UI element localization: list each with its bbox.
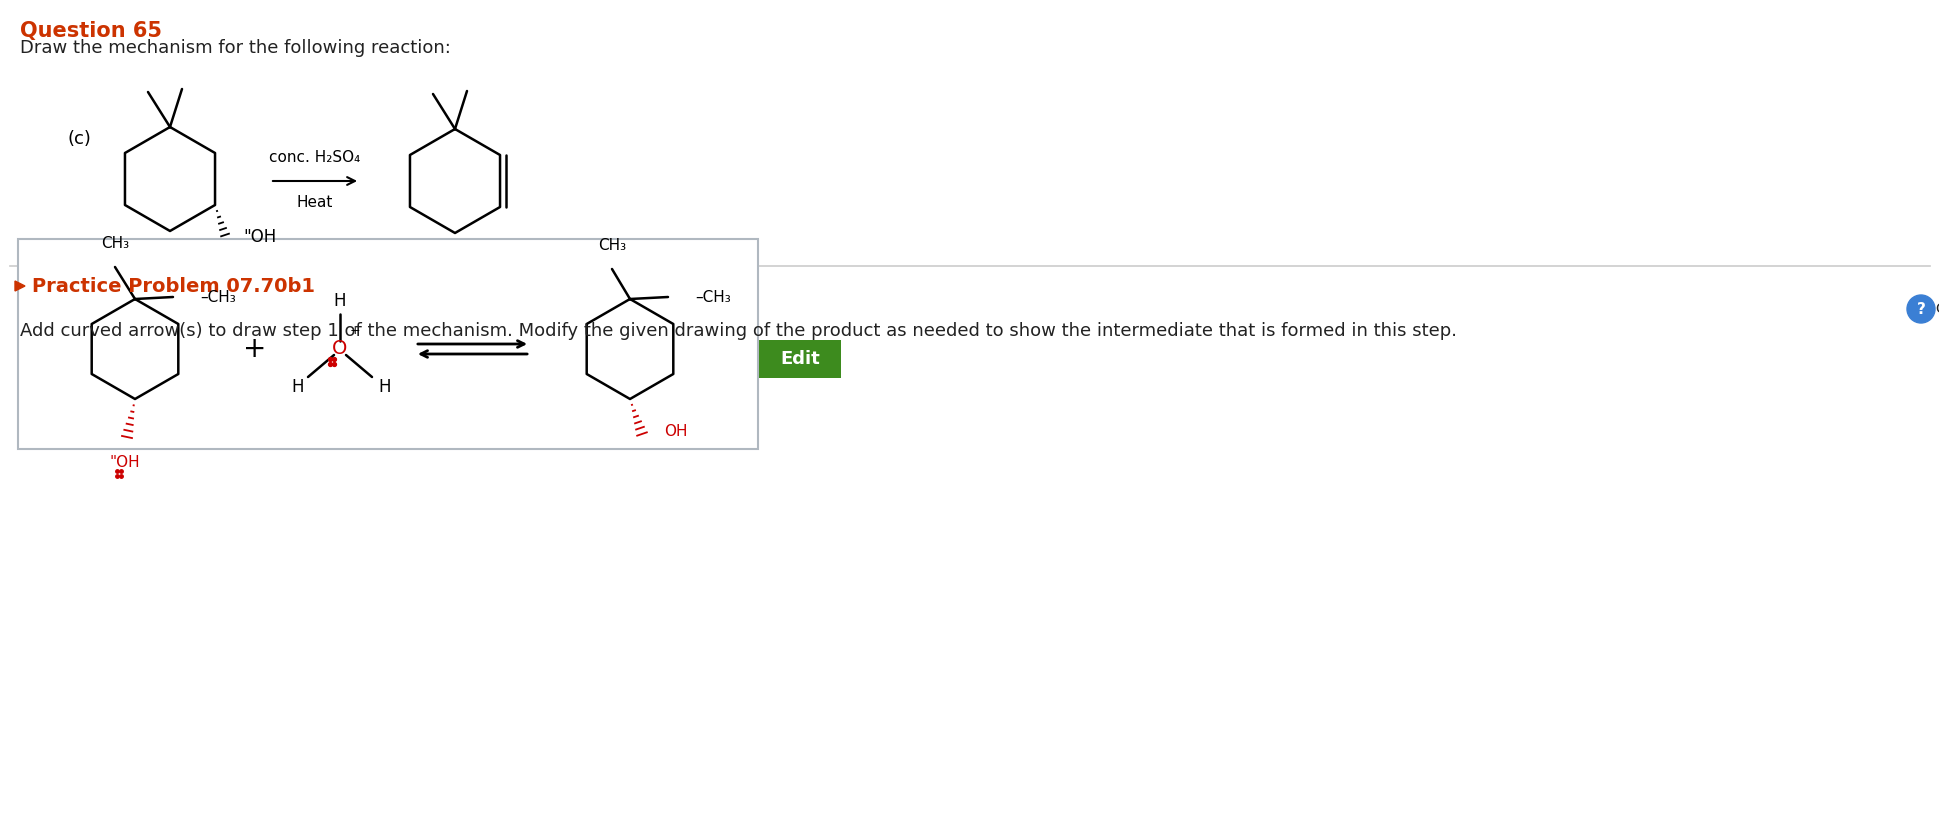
Text: H: H [291,378,304,396]
Text: Add curved arrow(s) to draw step 1 of the mechanism. Modify the given drawing of: Add curved arrow(s) to draw step 1 of th… [19,322,1456,340]
Text: OH: OH [663,425,686,440]
Text: "OH: "OH [111,455,140,470]
FancyBboxPatch shape [758,340,842,378]
Text: H: H [378,378,392,396]
Text: CH₃: CH₃ [597,238,626,253]
Text: H: H [334,292,345,310]
Circle shape [1906,295,1933,323]
Text: +: + [349,325,361,337]
Text: "OH: "OH [242,228,275,246]
Text: –CH₃: –CH₃ [694,289,731,305]
Text: O: O [332,340,347,358]
Text: Edit: Edit [779,350,820,368]
Text: CH₃: CH₃ [101,236,130,251]
FancyBboxPatch shape [17,239,758,449]
Text: conc. H₂SO₄: conc. H₂SO₄ [270,150,361,165]
Text: (c): (c) [68,130,91,148]
Text: +: + [242,335,266,363]
Text: G: G [1933,302,1939,316]
Text: Practice Problem 07.70b1: Practice Problem 07.70b1 [31,277,314,295]
Text: –CH₃: –CH₃ [200,289,237,305]
Text: Question 65: Question 65 [19,21,163,41]
Text: Heat: Heat [297,195,334,210]
Text: ?: ? [1916,301,1923,316]
Text: Draw the mechanism for the following reaction:: Draw the mechanism for the following rea… [19,39,450,57]
Polygon shape [16,281,25,291]
